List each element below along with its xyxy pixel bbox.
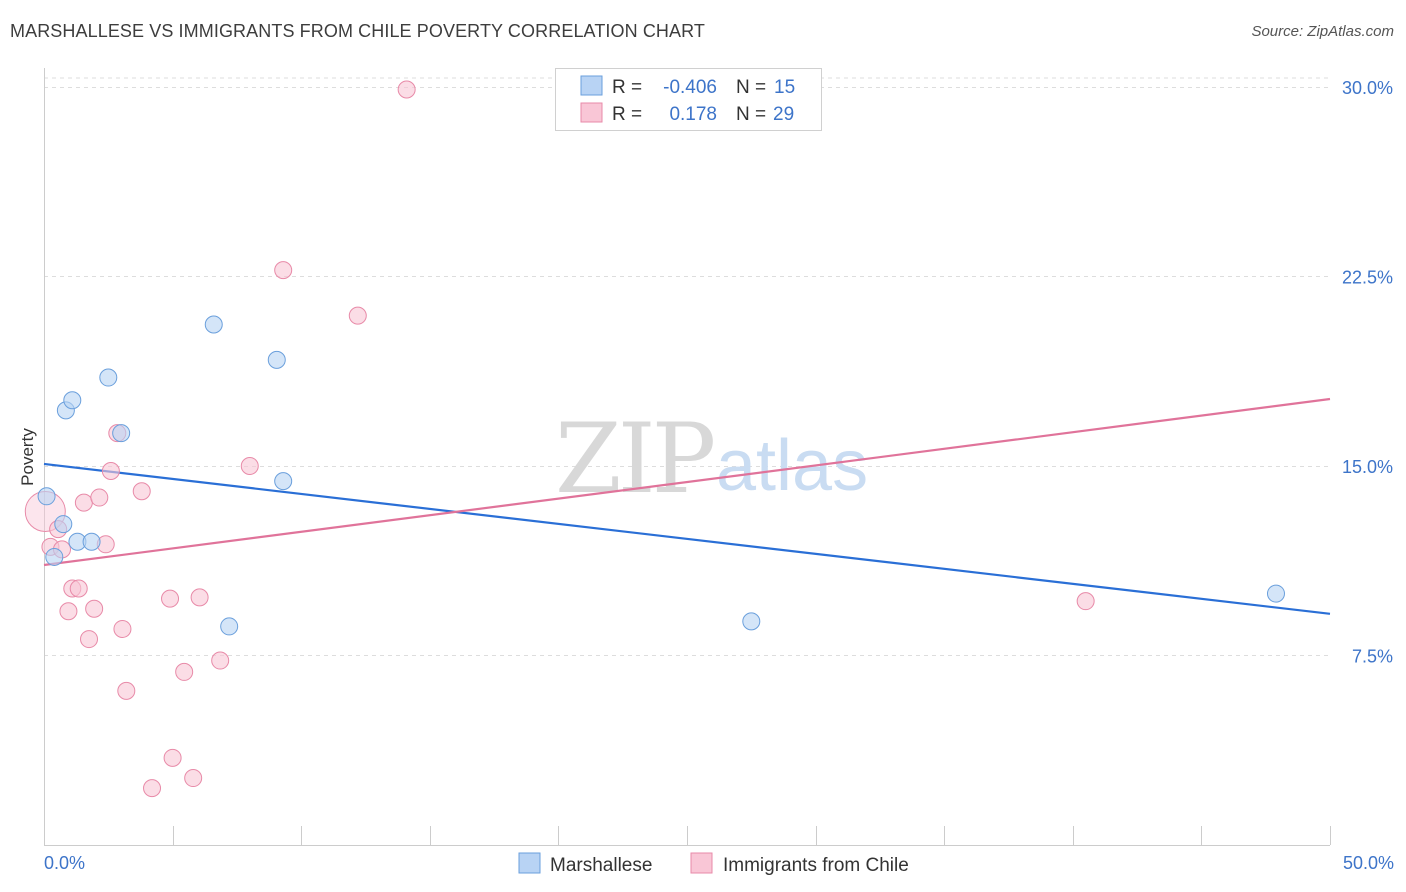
marshallese-point <box>1266 584 1285 603</box>
chile-point <box>143 779 162 798</box>
marshallese-point <box>274 472 293 491</box>
source-label: Source: ZipAtlas.com <box>1251 23 1394 40</box>
x-tick-label: 0.0% <box>44 853 85 873</box>
marshallese-point <box>63 391 82 410</box>
chile-point <box>397 80 416 99</box>
marshallese-point <box>742 612 761 631</box>
grid-lines <box>44 77 1330 656</box>
series-legend-label-marshallese: Marshallese <box>550 855 652 876</box>
marshallese-point <box>220 617 239 636</box>
legend-n-label: N = <box>736 77 766 98</box>
legend-swatch-chile <box>580 102 603 123</box>
legend-r-label: R = <box>612 104 642 125</box>
marshallese-point <box>54 515 73 534</box>
marshallese-point <box>99 368 118 387</box>
chile-point <box>190 588 209 607</box>
chile-point <box>240 456 259 475</box>
y-axis-label: Poverty <box>18 428 37 486</box>
chile-point <box>101 462 120 481</box>
chile-point <box>117 681 136 700</box>
chile-point <box>85 599 104 618</box>
chile-point <box>113 619 132 638</box>
marshallese-point <box>37 487 56 506</box>
legend-n-label: N = <box>736 104 766 125</box>
chile-point <box>1076 592 1095 611</box>
y-tick-labels: 7.5% 15.0% 22.5% 30.0% <box>1342 78 1393 667</box>
watermark-zip: ZIP <box>555 403 714 515</box>
axes <box>44 68 1330 846</box>
chile-point <box>175 662 194 681</box>
series-legend-label-chile: Immigrants from Chile <box>723 855 909 876</box>
chile-point <box>132 482 151 501</box>
legend-r-label: R = <box>612 77 642 98</box>
legend-r-value: -0.406 <box>663 77 717 98</box>
y-tick-label: 22.5% <box>1342 267 1393 287</box>
x-tick-marks <box>44 826 1331 845</box>
series-legend-swatch-chile <box>690 852 713 874</box>
marshallese-trend-line <box>43 462 1331 615</box>
y-tick-label: 30.0% <box>1342 78 1393 98</box>
legend-n-value: 29 <box>773 104 794 125</box>
chile-point <box>348 306 367 325</box>
legend-swatch-marshallese <box>580 75 603 96</box>
watermark: ZIP atlas <box>555 403 868 515</box>
x-tick-labels: 0.0% 50.0% <box>44 853 1394 873</box>
chile-point <box>161 589 180 608</box>
y-tick-label: 7.5% <box>1352 646 1393 666</box>
chile-point <box>211 651 230 670</box>
trend-lines <box>43 397 1331 615</box>
x-tick-label: 50.0% <box>1343 853 1394 873</box>
series-legend-swatch-marshallese <box>518 852 541 874</box>
chile-point <box>80 630 99 649</box>
marshallese-point <box>204 315 223 334</box>
chile-point <box>90 488 109 507</box>
chile-point <box>274 261 293 280</box>
chile-trend-line <box>43 397 1331 567</box>
marshallese-point <box>267 350 286 369</box>
watermark-atlas: atlas <box>716 426 868 506</box>
legend-n-value: 15 <box>774 77 795 98</box>
chile-point <box>69 579 88 598</box>
legend-r-value: 0.178 <box>669 104 717 125</box>
chile-point <box>59 602 78 621</box>
marshallese-point <box>112 424 131 443</box>
marshallese-point <box>45 547 64 566</box>
series-legend: Marshallese Immigrants from Chile <box>518 852 909 876</box>
chile-point <box>74 493 93 512</box>
y-tick-label: 15.0% <box>1342 457 1393 477</box>
marshallese-point <box>82 532 101 551</box>
chart-title: MARSHALLESE VS IMMIGRANTS FROM CHILE POV… <box>10 21 705 41</box>
chile-point <box>163 748 182 767</box>
stats-legend: R = -0.406 N = 15 R = 0.178 N = 29 <box>555 68 822 131</box>
scatter-points <box>24 80 1285 798</box>
chile-point <box>184 769 203 788</box>
